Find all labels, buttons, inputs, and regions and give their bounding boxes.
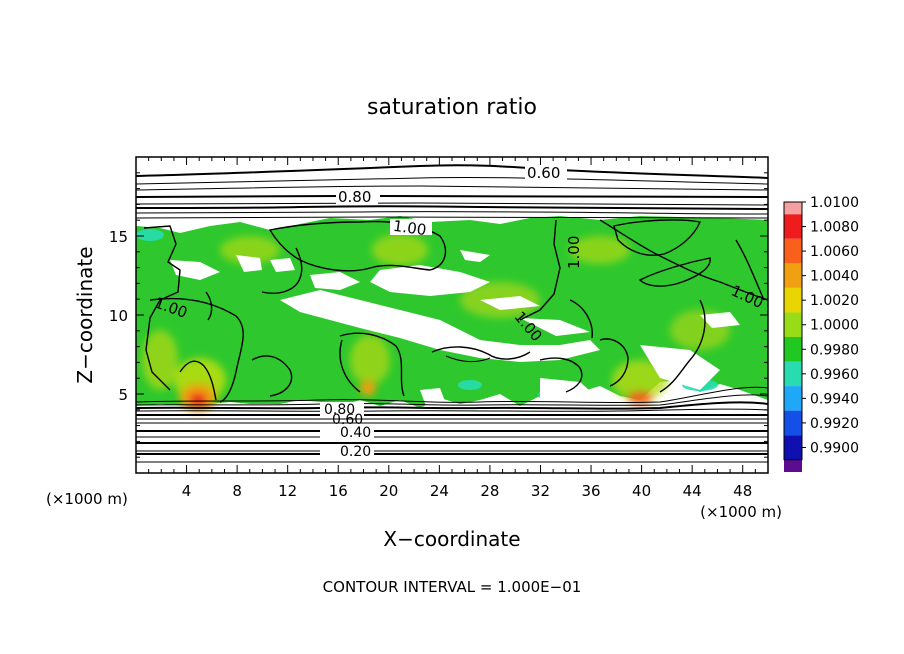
colorbar-label: 1.0040 bbox=[810, 269, 859, 285]
x-axis: 4 8 12 16 20 24 28 32 36 40 44 48 bbox=[148, 157, 756, 500]
colorbar-label: 0.9900 bbox=[810, 440, 859, 456]
contour-label-boxes bbox=[320, 164, 567, 458]
colorbar-segment bbox=[784, 312, 802, 337]
contour-label: 0.80 bbox=[338, 188, 371, 206]
colorbar-label: 1.0100 bbox=[810, 195, 859, 211]
contour-labels: 0.60 0.80 1.00 1.00 1.00 1.00 1.00 0.80 … bbox=[152, 164, 766, 460]
colorbar-label: 0.9940 bbox=[810, 391, 859, 407]
x-tick-label: 4 bbox=[182, 482, 192, 500]
colorbar-segment bbox=[784, 410, 802, 436]
x-tick-label: 20 bbox=[379, 482, 398, 500]
colorbar-segment bbox=[784, 361, 802, 387]
y-axis-label: Z−coordinate bbox=[73, 246, 97, 383]
colorbar-label: 1.0000 bbox=[810, 318, 859, 334]
y-axis: 5 10 15 bbox=[109, 172, 768, 458]
upper-contours bbox=[136, 164, 768, 219]
colorbar-segment bbox=[784, 263, 802, 288]
plot-area: 0.60 0.80 1.00 1.00 1.00 1.00 1.00 0.80 … bbox=[136, 157, 768, 473]
y-unit-label: (×1000 m) bbox=[46, 490, 128, 508]
x-tick-label: 32 bbox=[531, 482, 550, 500]
colorbar-label: 0.9980 bbox=[810, 342, 859, 358]
x-tick-label: 28 bbox=[480, 482, 499, 500]
colorbar-frame bbox=[783, 201, 803, 461]
contour-label: 1.00 bbox=[392, 217, 428, 239]
unity-contours bbox=[143, 219, 768, 403]
colorbar-segment bbox=[784, 287, 802, 313]
dry-regions bbox=[170, 250, 740, 408]
x-axis-label: X−coordinate bbox=[383, 527, 520, 551]
colorbar-label: 1.0020 bbox=[810, 293, 859, 309]
colorbar: 1.0100 1.0080 1.0060 1.0040 1.0020 1.0000 0.99… bbox=[783, 195, 859, 472]
colorbar-label: 1.0080 bbox=[810, 220, 859, 236]
colorbar-segment bbox=[784, 435, 802, 460]
y-tick-label: 5 bbox=[118, 386, 128, 404]
chart-title: saturation ratio bbox=[367, 95, 537, 120]
colorbar-segment bbox=[784, 337, 802, 362]
x-unit-label: (×1000 m) bbox=[700, 503, 782, 521]
contour-label: 0.60 bbox=[527, 164, 560, 182]
x-tick-label: 12 bbox=[278, 482, 297, 500]
x-tick-label: 36 bbox=[581, 482, 600, 500]
contour-interval-note: CONTOUR INTERVAL = 1.000E−01 bbox=[323, 578, 582, 596]
x-tick-label: 40 bbox=[632, 482, 651, 500]
colorbar-label: 0.9920 bbox=[810, 416, 859, 432]
colorbar-segment bbox=[784, 386, 802, 411]
x-tick-label: 24 bbox=[430, 482, 449, 500]
contour-label: 1.00 bbox=[565, 236, 583, 269]
y-tick-label: 15 bbox=[109, 228, 128, 246]
lower-contours bbox=[136, 386, 768, 463]
x-tick-label: 16 bbox=[329, 482, 348, 500]
contour-label: 0.80 bbox=[324, 402, 355, 418]
colorbar-segment bbox=[784, 202, 802, 215]
contour-label: 0.40 bbox=[340, 425, 371, 441]
contour-label: 0.60 bbox=[332, 412, 363, 428]
colorbar-label: 1.0060 bbox=[810, 244, 859, 260]
x-tick-label: 44 bbox=[683, 482, 702, 500]
colorbar-label: 0.9960 bbox=[810, 367, 859, 383]
warm-patches bbox=[142, 234, 730, 402]
x-tick-label: 8 bbox=[232, 482, 242, 500]
contour-label: 0.20 bbox=[340, 444, 371, 460]
x-tick-label: 48 bbox=[733, 482, 752, 500]
y-tick-label: 10 bbox=[109, 307, 128, 325]
colorbar-segment bbox=[784, 214, 802, 239]
colorbar-segment bbox=[784, 459, 802, 472]
green-field bbox=[136, 216, 768, 408]
colorbar-segment bbox=[784, 238, 802, 264]
